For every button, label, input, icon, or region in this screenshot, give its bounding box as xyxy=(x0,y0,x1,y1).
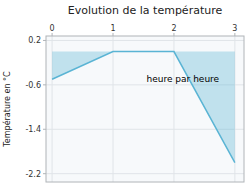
tick-label-y: -1.4 xyxy=(25,125,41,134)
chart-container: 0.2 -0.6 -1.4 -2.2 0 1 2 3 Evolution de la tempé… xyxy=(0,0,250,188)
tick-x xyxy=(52,33,53,36)
grid-line-y xyxy=(46,40,244,41)
y-axis-label: Température en °C xyxy=(2,71,12,148)
tick-y xyxy=(43,129,46,130)
tick-label-y: 0.2 xyxy=(28,36,41,45)
annotation: heure par heure xyxy=(147,74,220,84)
tick-label-x: 1 xyxy=(110,24,115,33)
tick-y xyxy=(43,84,46,85)
tick-x xyxy=(113,33,114,36)
grid-line-x xyxy=(113,36,114,182)
tick-label-y: -2.2 xyxy=(25,170,41,179)
plot-background xyxy=(46,36,244,182)
data xyxy=(52,52,235,163)
chart: 0.2 -0.6 -1.4 -2.2 0 1 2 3 Evolution de la tempé… xyxy=(0,0,250,188)
x-axis: 0 1 2 3 xyxy=(50,24,238,36)
area-below-zero xyxy=(52,52,235,163)
title: Evolution de la température xyxy=(68,4,223,17)
tick-label-x: 3 xyxy=(232,24,237,33)
grid xyxy=(46,36,244,182)
tick-y xyxy=(43,173,46,174)
y-axis: 0.2 -0.6 -1.4 -2.2 xyxy=(25,36,46,178)
tick-x xyxy=(234,33,235,36)
line xyxy=(52,52,235,163)
grid-line-y xyxy=(46,129,244,130)
tick-y xyxy=(43,40,46,41)
grid-line-y xyxy=(46,173,244,174)
tick-label-y: -0.6 xyxy=(25,81,41,90)
plot-frame xyxy=(46,36,244,182)
tick-x xyxy=(173,33,174,36)
tick-label-x: 2 xyxy=(171,24,176,33)
grid-line-x xyxy=(173,36,174,182)
tick-label-x: 0 xyxy=(50,24,55,33)
